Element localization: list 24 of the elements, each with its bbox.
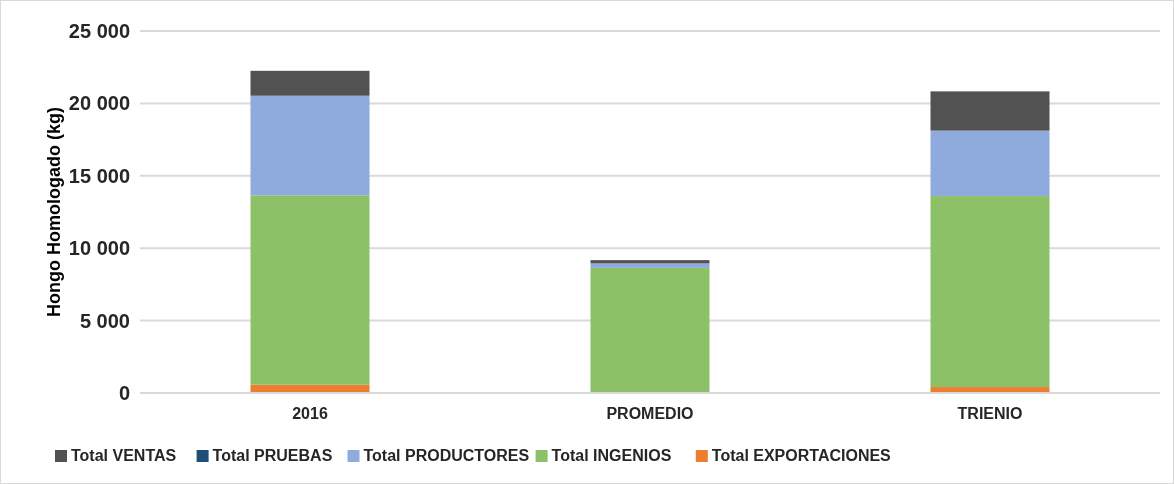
- bar: [930, 130, 1050, 197]
- bar: [930, 91, 1050, 131]
- legend-label: Total VENTAS: [71, 447, 177, 464]
- y-tick-label: 10 000: [68, 237, 130, 260]
- x-tick-label: PROMEDIO: [606, 405, 694, 422]
- y-axis-title: Hongo Homologado (kg): [44, 107, 64, 317]
- bar: [250, 195, 370, 385]
- y-tick-label: 5 000: [79, 309, 130, 332]
- legend-label: Total PRODUCTORES: [363, 447, 530, 464]
- bar: [590, 267, 710, 393]
- legend-label: Total PRUEBAS: [212, 447, 333, 464]
- bar: [930, 196, 1050, 388]
- x-tick-label: TRIENIO: [957, 405, 1023, 422]
- y-tick-label: 20 000: [68, 92, 130, 115]
- legend-label: Total INGENIOS: [551, 447, 672, 464]
- bar: [590, 263, 710, 268]
- bar: [250, 95, 370, 196]
- bar: [590, 260, 710, 264]
- y-tick-label: 15 000: [68, 164, 130, 187]
- x-tick-label: 2016: [292, 405, 328, 422]
- y-tick-label: 0: [118, 382, 130, 404]
- legend-label: Total EXPORTACIONES: [711, 447, 892, 464]
- y-tick-label: 25 000: [68, 20, 130, 42]
- bar: [250, 70, 370, 96]
